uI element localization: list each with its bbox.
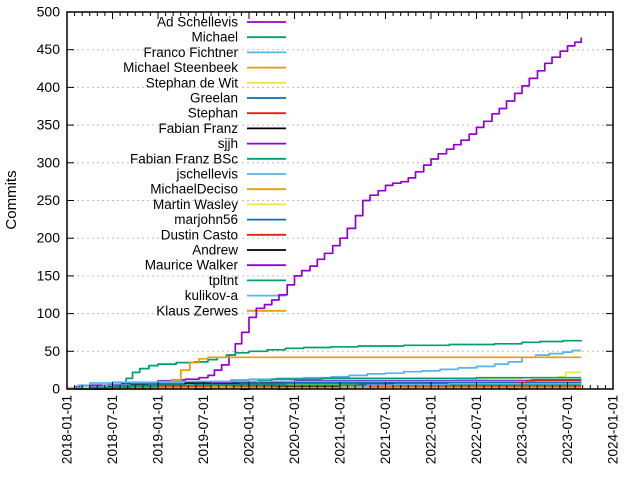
x-tick-label: 2021-01-01 bbox=[333, 395, 348, 464]
legend-item-klaus-zerwes: Klaus Zerwes bbox=[156, 303, 286, 318]
legend-label: Franco Fichtner bbox=[143, 45, 238, 60]
legend-item-sjjh: sjjh bbox=[218, 136, 286, 151]
legend-item-martin-wasley: Martin Wasley bbox=[153, 197, 286, 212]
y-tick-label: 500 bbox=[37, 4, 61, 20]
x-tick-label: 2023-01-01 bbox=[515, 395, 530, 464]
y-tick-label: 450 bbox=[37, 41, 61, 57]
x-tick-label: 2019-07-01 bbox=[196, 395, 211, 464]
legend-label: Maurice Walker bbox=[145, 258, 239, 273]
legend-item-fabian-franz-bsc: Fabian Franz BSc bbox=[130, 151, 286, 166]
legend-label: Martin Wasley bbox=[153, 197, 238, 212]
x-tick-label: 2023-07-01 bbox=[560, 395, 575, 464]
x-tick-label: 2018-01-01 bbox=[60, 395, 75, 464]
legend-item-franco-fichtner: Franco Fichtner bbox=[143, 45, 286, 60]
y-tick-label: 200 bbox=[37, 230, 61, 246]
x-tick-label: 2020-07-01 bbox=[287, 395, 302, 464]
y-tick-label: 350 bbox=[37, 117, 61, 133]
legend-label: Ad Schellevis bbox=[157, 15, 238, 30]
legend-label: sjjh bbox=[218, 136, 238, 151]
x-tick-label: 2021-07-01 bbox=[378, 395, 393, 464]
legend-label: Andrew bbox=[192, 243, 238, 258]
x-tick-label: 2020-01-01 bbox=[242, 395, 257, 464]
y-tick-label: 50 bbox=[44, 343, 60, 359]
y-tick-label: 300 bbox=[37, 154, 61, 170]
y-tick-labels: 0 50 100 150 200 250 300 350 400 450 500 bbox=[37, 4, 61, 397]
x-tick-label: 2024-01-01 bbox=[606, 395, 621, 464]
legend-item-fabian-franz: Fabian Franz bbox=[158, 121, 286, 136]
legend-label: Stephan de Wit bbox=[146, 75, 239, 90]
legend-label: Fabian Franz BSc bbox=[130, 151, 238, 166]
legend-label: kulikov-a bbox=[185, 288, 239, 303]
x-tick-label: 2018-07-01 bbox=[105, 395, 120, 464]
series-line-jschellevis bbox=[74, 380, 582, 390]
x-tick-label: 2022-01-01 bbox=[424, 395, 439, 464]
y-tick-label: 250 bbox=[37, 192, 61, 208]
y-tick-label: 150 bbox=[37, 267, 61, 283]
legend-label: tpltnt bbox=[209, 273, 239, 288]
legend-item-stephan: Stephan bbox=[188, 106, 286, 121]
y-tick-label: 100 bbox=[37, 305, 61, 321]
x-tick-labels: 2018-01-01 2018-07-01 2019-01-01 2019-07-01… bbox=[60, 395, 621, 464]
legend-label: jschellevis bbox=[175, 167, 238, 182]
series-line-michael bbox=[67, 339, 583, 390]
legend-label: Klaus Zerwes bbox=[156, 303, 238, 318]
x-tick-label: 2019-01-01 bbox=[151, 395, 166, 464]
legend-item-tpltnt: tpltnt bbox=[209, 273, 286, 288]
legend-item-dustin-casto: Dustin Casto bbox=[161, 227, 286, 242]
y-tick-label: 0 bbox=[52, 381, 60, 397]
legend-item-jschellevis: jschellevis bbox=[175, 167, 286, 182]
legend-label: Michael bbox=[191, 30, 238, 45]
legend-item-michaeldeciso: MichaelDeciso bbox=[150, 182, 286, 197]
legend-label: Fabian Franz bbox=[158, 121, 238, 136]
y-tick-label: 400 bbox=[37, 79, 61, 95]
legend-item-greelan: Greelan bbox=[190, 91, 286, 106]
legend-label: Dustin Casto bbox=[161, 227, 238, 242]
legend-label: marjohn56 bbox=[174, 212, 238, 227]
series-line-ad-schellevis bbox=[67, 37, 583, 390]
x-tick-label: 2022-07-01 bbox=[469, 395, 484, 464]
legend-item-andrew: Andrew bbox=[192, 243, 286, 258]
legend-label: Michael Steenbeek bbox=[123, 60, 238, 75]
legend-label: Greelan bbox=[190, 91, 238, 106]
legend-item-stephan-de-wit: Stephan de Wit bbox=[146, 75, 286, 90]
y-axis-title: Commits bbox=[3, 170, 20, 229]
legend-item-michael-steenbeek: Michael Steenbeek bbox=[123, 60, 286, 75]
legend-item-maurice-walker: Maurice Walker bbox=[145, 258, 286, 273]
legend-item-ad-schellevis: Ad Schellevis bbox=[157, 15, 286, 30]
legend-label: MichaelDeciso bbox=[150, 182, 238, 197]
axis-ticks bbox=[66, 11, 614, 390]
legend-label: Stephan bbox=[188, 106, 238, 121]
legend-item-marjohn56: marjohn56 bbox=[174, 212, 286, 227]
legend-item-michael: Michael bbox=[191, 30, 286, 45]
